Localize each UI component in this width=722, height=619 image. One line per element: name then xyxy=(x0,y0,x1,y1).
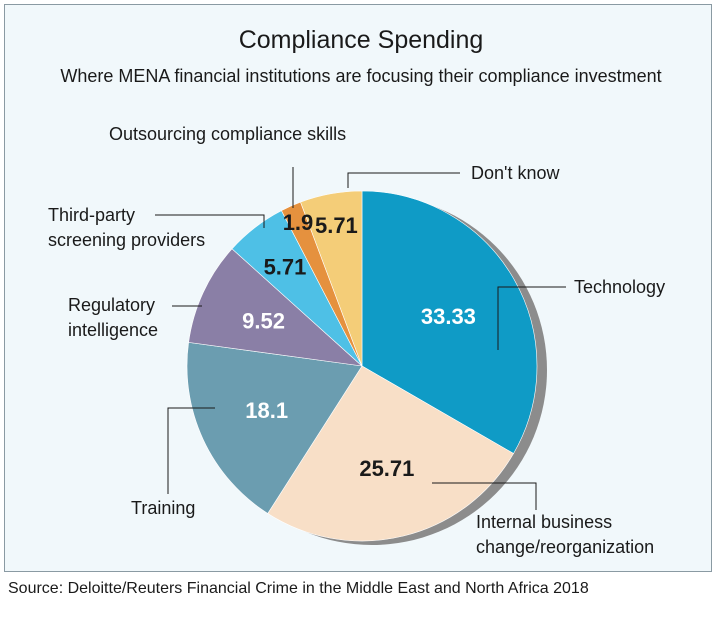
slice-value-label: 5.71 xyxy=(264,254,307,279)
slice-value-label: 18.1 xyxy=(245,398,288,423)
chart-subtitle: Where MENA financial institutions are fo… xyxy=(60,66,662,86)
chart-title: Compliance Spending xyxy=(238,26,484,54)
slice-value-label: 25.71 xyxy=(359,456,414,481)
slice-category-label: intelligence xyxy=(68,320,158,340)
pie-slice xyxy=(267,365,514,542)
slice-category-label: screening providers xyxy=(48,230,205,250)
pie-slice xyxy=(300,190,363,367)
slice-category-label: Training xyxy=(131,498,195,518)
slice-category-label: Internal business xyxy=(476,512,612,532)
slice-category-label: Third-party xyxy=(48,205,135,225)
leader-line xyxy=(155,214,265,228)
slice-category-label: Regulatory xyxy=(68,295,155,315)
slice-value-label: 5.71 xyxy=(315,213,358,238)
slice-value-label: 9.52 xyxy=(242,308,285,333)
pie-slice xyxy=(188,248,363,367)
slice-value-label: 1.9 xyxy=(283,210,314,235)
pie-slice xyxy=(186,342,363,514)
slice-category-label: change/reorganization xyxy=(476,537,654,557)
leader-line xyxy=(347,172,460,188)
slice-category-label: Outsourcing compliance skills xyxy=(109,124,346,144)
slice-category-label: Technology xyxy=(574,277,665,297)
leader-line xyxy=(432,482,537,510)
pie-slice xyxy=(361,190,538,454)
leader-line xyxy=(497,286,566,350)
source-note: Source: Deloitte/Reuters Financial Crime… xyxy=(8,580,589,597)
slice-category-label: Don't know xyxy=(471,163,560,183)
pie-chart: 33.33 Technology 25.71 Internal business cha… xyxy=(48,124,665,557)
leader-line xyxy=(167,407,215,494)
slice-value-label: 33.33 xyxy=(421,304,476,329)
